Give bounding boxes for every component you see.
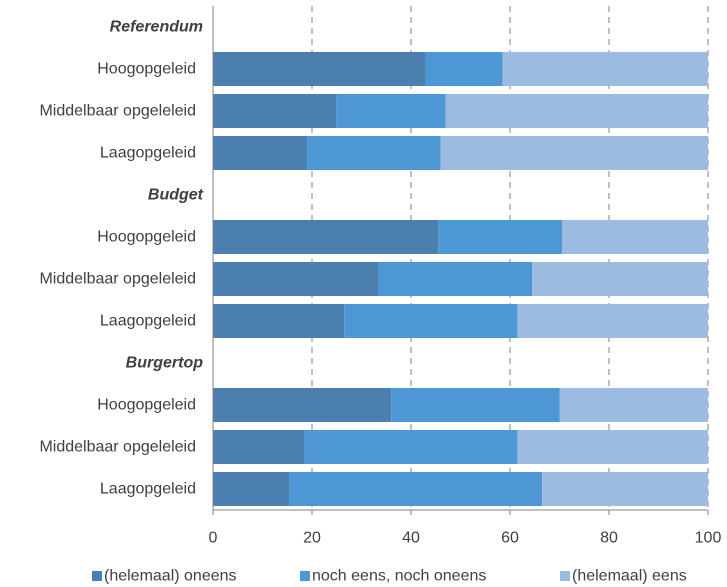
bar-segment-burgertop-middelbaar-opgeleleid-s1 (304, 430, 518, 464)
bar-segment-referendum-laagopgeleid-s0 (213, 136, 308, 170)
bar-segment-budget-hoogopgeleid-s1 (438, 220, 562, 254)
group-label-budget: Budget (148, 187, 204, 204)
category-label: Middelbaar opgeleleid (39, 271, 196, 288)
bar-segment-burgertop-hoogopgeleid-s1 (391, 388, 560, 422)
x-tick-label-40: 40 (402, 530, 420, 547)
legend-label-2: (helemaal) eens (572, 568, 687, 585)
legend-label-1: noch eens, noch oneens (312, 568, 486, 585)
bar-segment-burgertop-middelbaar-opgeleleid-s0 (213, 430, 305, 464)
bar-segment-referendum-middelbaar-opgeleleid-s0 (213, 94, 337, 128)
bar-segment-budget-middelbaar-opgeleleid-s0 (213, 262, 379, 296)
category-label: Middelbaar opgeleleid (39, 103, 196, 120)
bar-segment-referendum-middelbaar-opgeleleid-s2 (445, 94, 708, 128)
bar-segment-referendum-laagopgeleid-s2 (440, 136, 708, 170)
group-label-burgertop: Burgertop (126, 355, 204, 372)
legend-swatch-1 (300, 571, 310, 581)
bar-segment-burgertop-laagopgeleid-s0 (213, 472, 290, 506)
bar-segment-budget-middelbaar-opgeleleid-s1 (378, 262, 533, 296)
legend-label-0: (helemaal) oneens (104, 568, 237, 585)
bar-segment-referendum-middelbaar-opgeleleid-s1 (336, 94, 446, 128)
bar-segment-burgertop-hoogopgeleid-s2 (559, 388, 708, 422)
x-tick-label-0: 0 (209, 530, 218, 547)
bar-segment-burgertop-laagopgeleid-s2 (542, 472, 708, 506)
category-label: Middelbaar opgeleleid (39, 439, 196, 456)
bar-segment-referendum-hoogopgeleid-s1 (425, 52, 503, 86)
bar-segment-budget-laagopgeleid-s1 (344, 304, 518, 338)
category-label: Laagopgeleid (100, 481, 196, 498)
category-label: Hoogopgeleid (97, 397, 196, 414)
x-tick-label-100: 100 (695, 530, 722, 547)
category-label: Hoogopgeleid (97, 61, 196, 78)
bar-segment-referendum-hoogopgeleid-s2 (502, 52, 708, 86)
bar-segment-referendum-hoogopgeleid-s0 (213, 52, 426, 86)
x-tick-label-20: 20 (303, 530, 321, 547)
bar-segment-budget-middelbaar-opgeleleid-s2 (532, 262, 708, 296)
legend-swatch-2 (560, 571, 570, 581)
bar-segment-budget-laagopgeleid-s0 (213, 304, 345, 338)
bar-segment-burgertop-laagopgeleid-s1 (289, 472, 543, 506)
category-label: Laagopgeleid (100, 313, 196, 330)
bar-segment-burgertop-hoogopgeleid-s0 (213, 388, 392, 422)
bar-segment-burgertop-middelbaar-opgeleleid-s2 (517, 430, 708, 464)
x-tick-label-80: 80 (600, 530, 618, 547)
bar-segment-budget-hoogopgeleid-s0 (213, 220, 439, 254)
category-label: Hoogopgeleid (97, 229, 196, 246)
bar-segment-budget-laagopgeleid-s2 (517, 304, 708, 338)
bar-segment-budget-hoogopgeleid-s2 (561, 220, 708, 254)
category-label: Laagopgeleid (100, 145, 196, 162)
x-tick-label-60: 60 (501, 530, 519, 547)
group-label-referendum: Referendum (110, 19, 203, 36)
bar-segment-referendum-laagopgeleid-s1 (307, 136, 441, 170)
legend-swatch-0 (92, 571, 102, 581)
